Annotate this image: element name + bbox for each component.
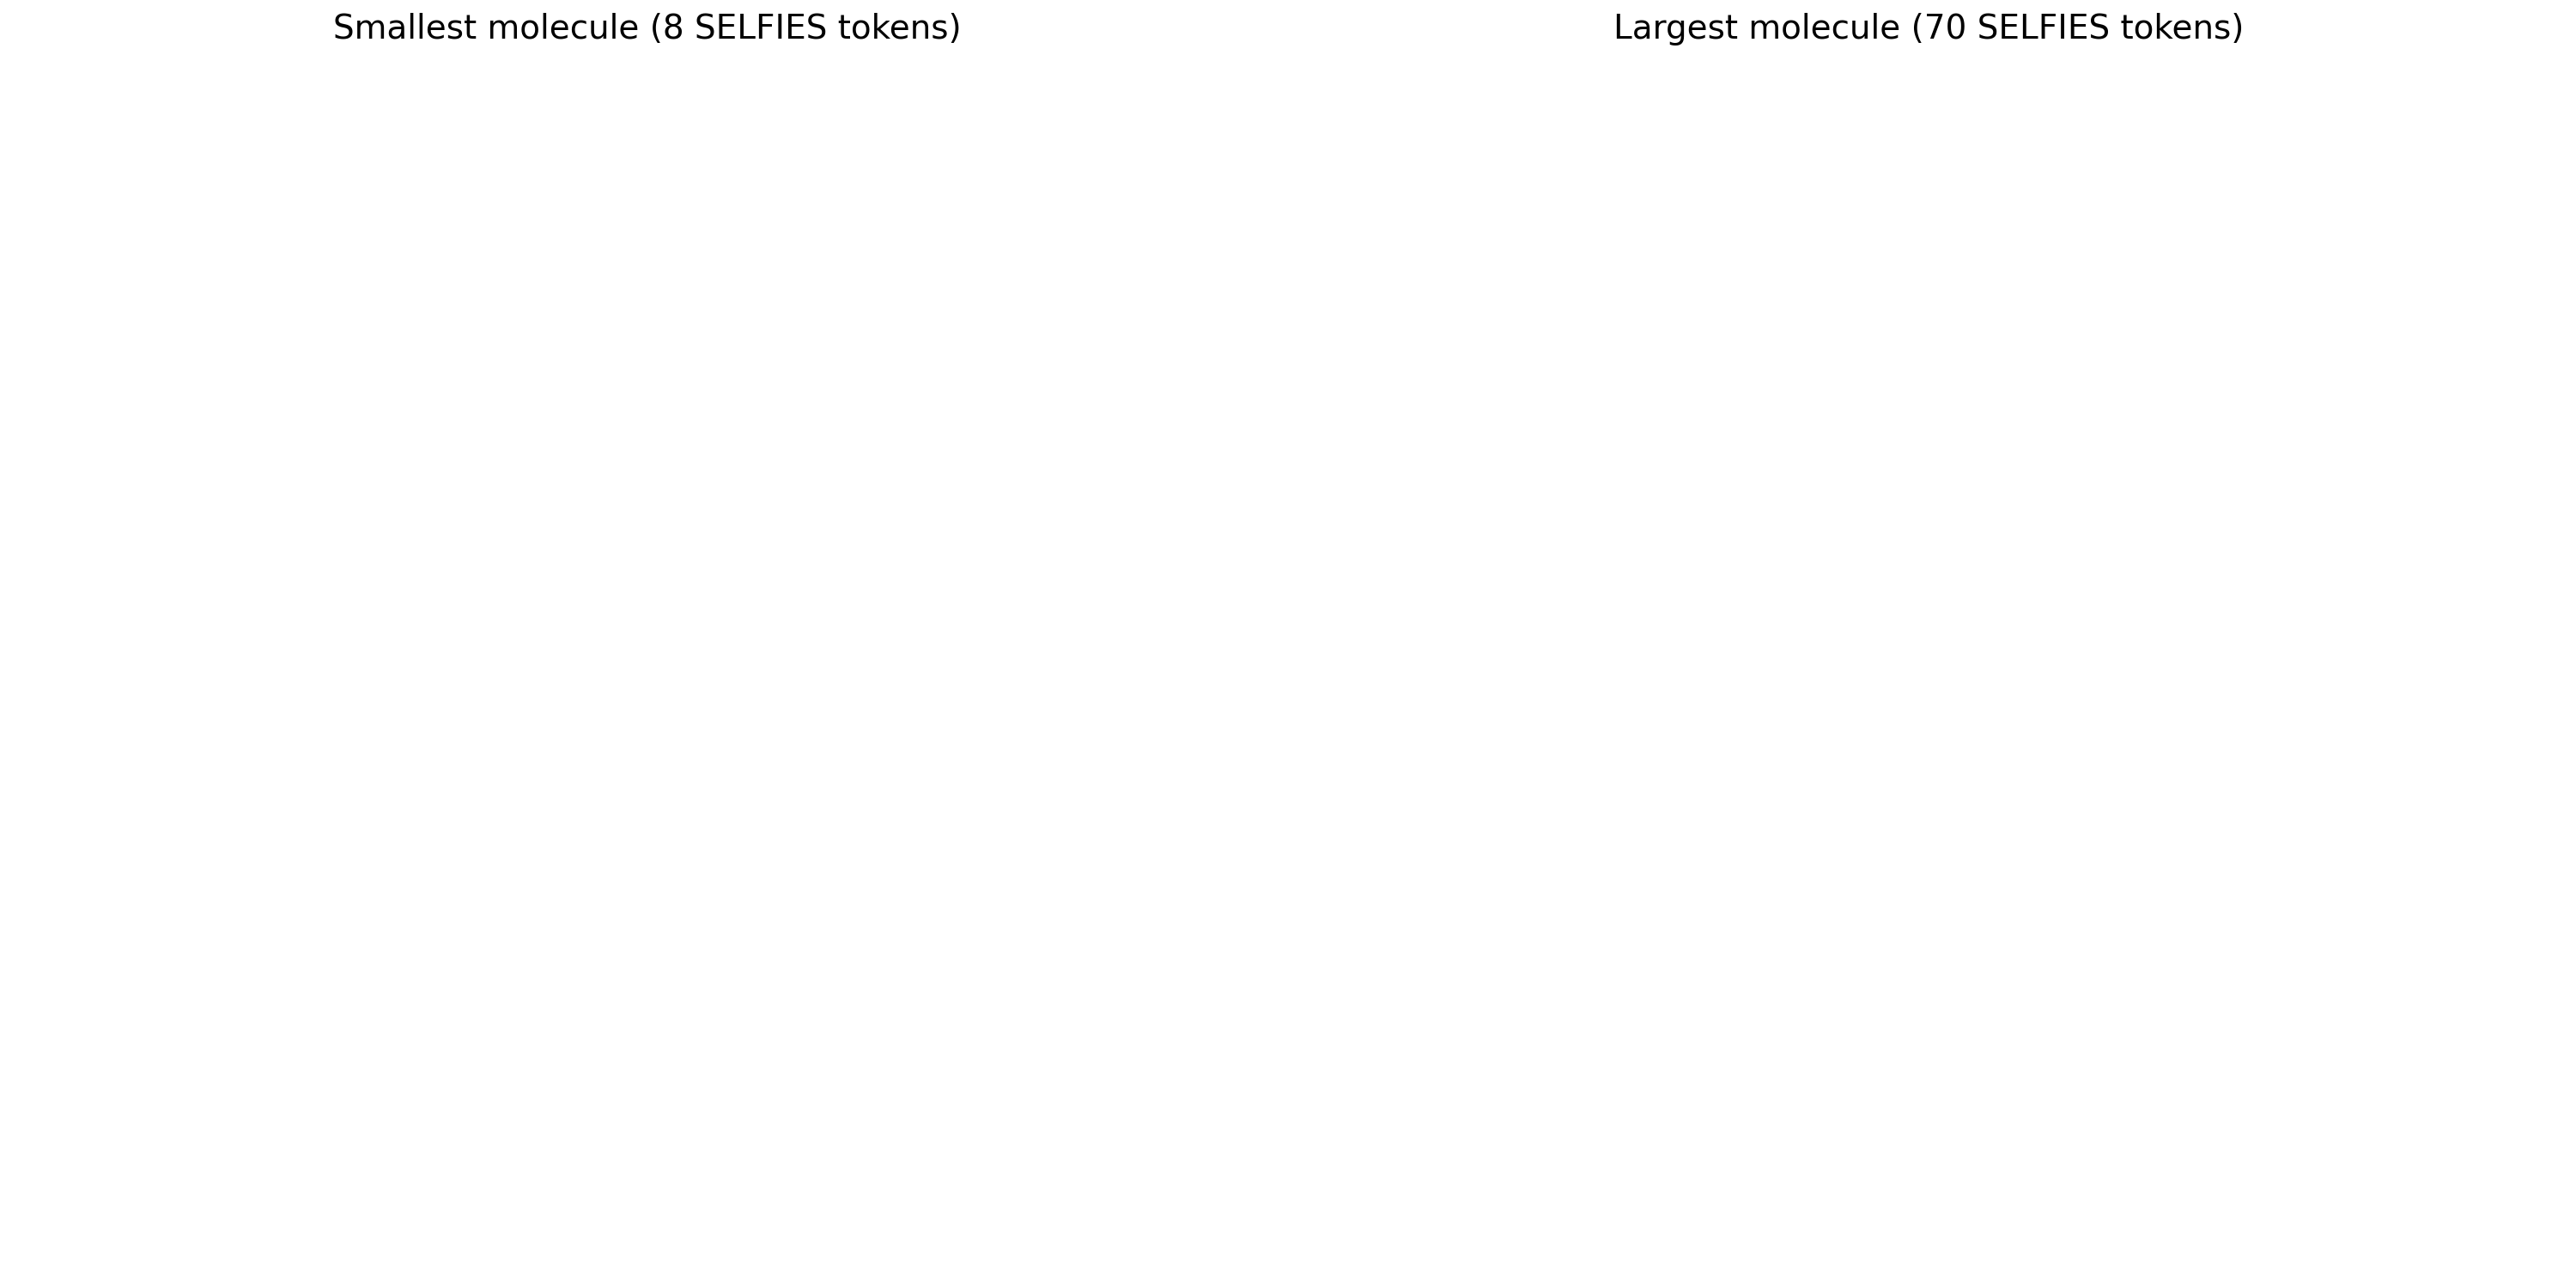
Title: Smallest molecule (8 SELFIES tokens): Smallest molecule (8 SELFIES tokens) xyxy=(332,13,961,45)
Title: Largest molecule (70 SELFIES tokens): Largest molecule (70 SELFIES tokens) xyxy=(1613,13,2244,45)
